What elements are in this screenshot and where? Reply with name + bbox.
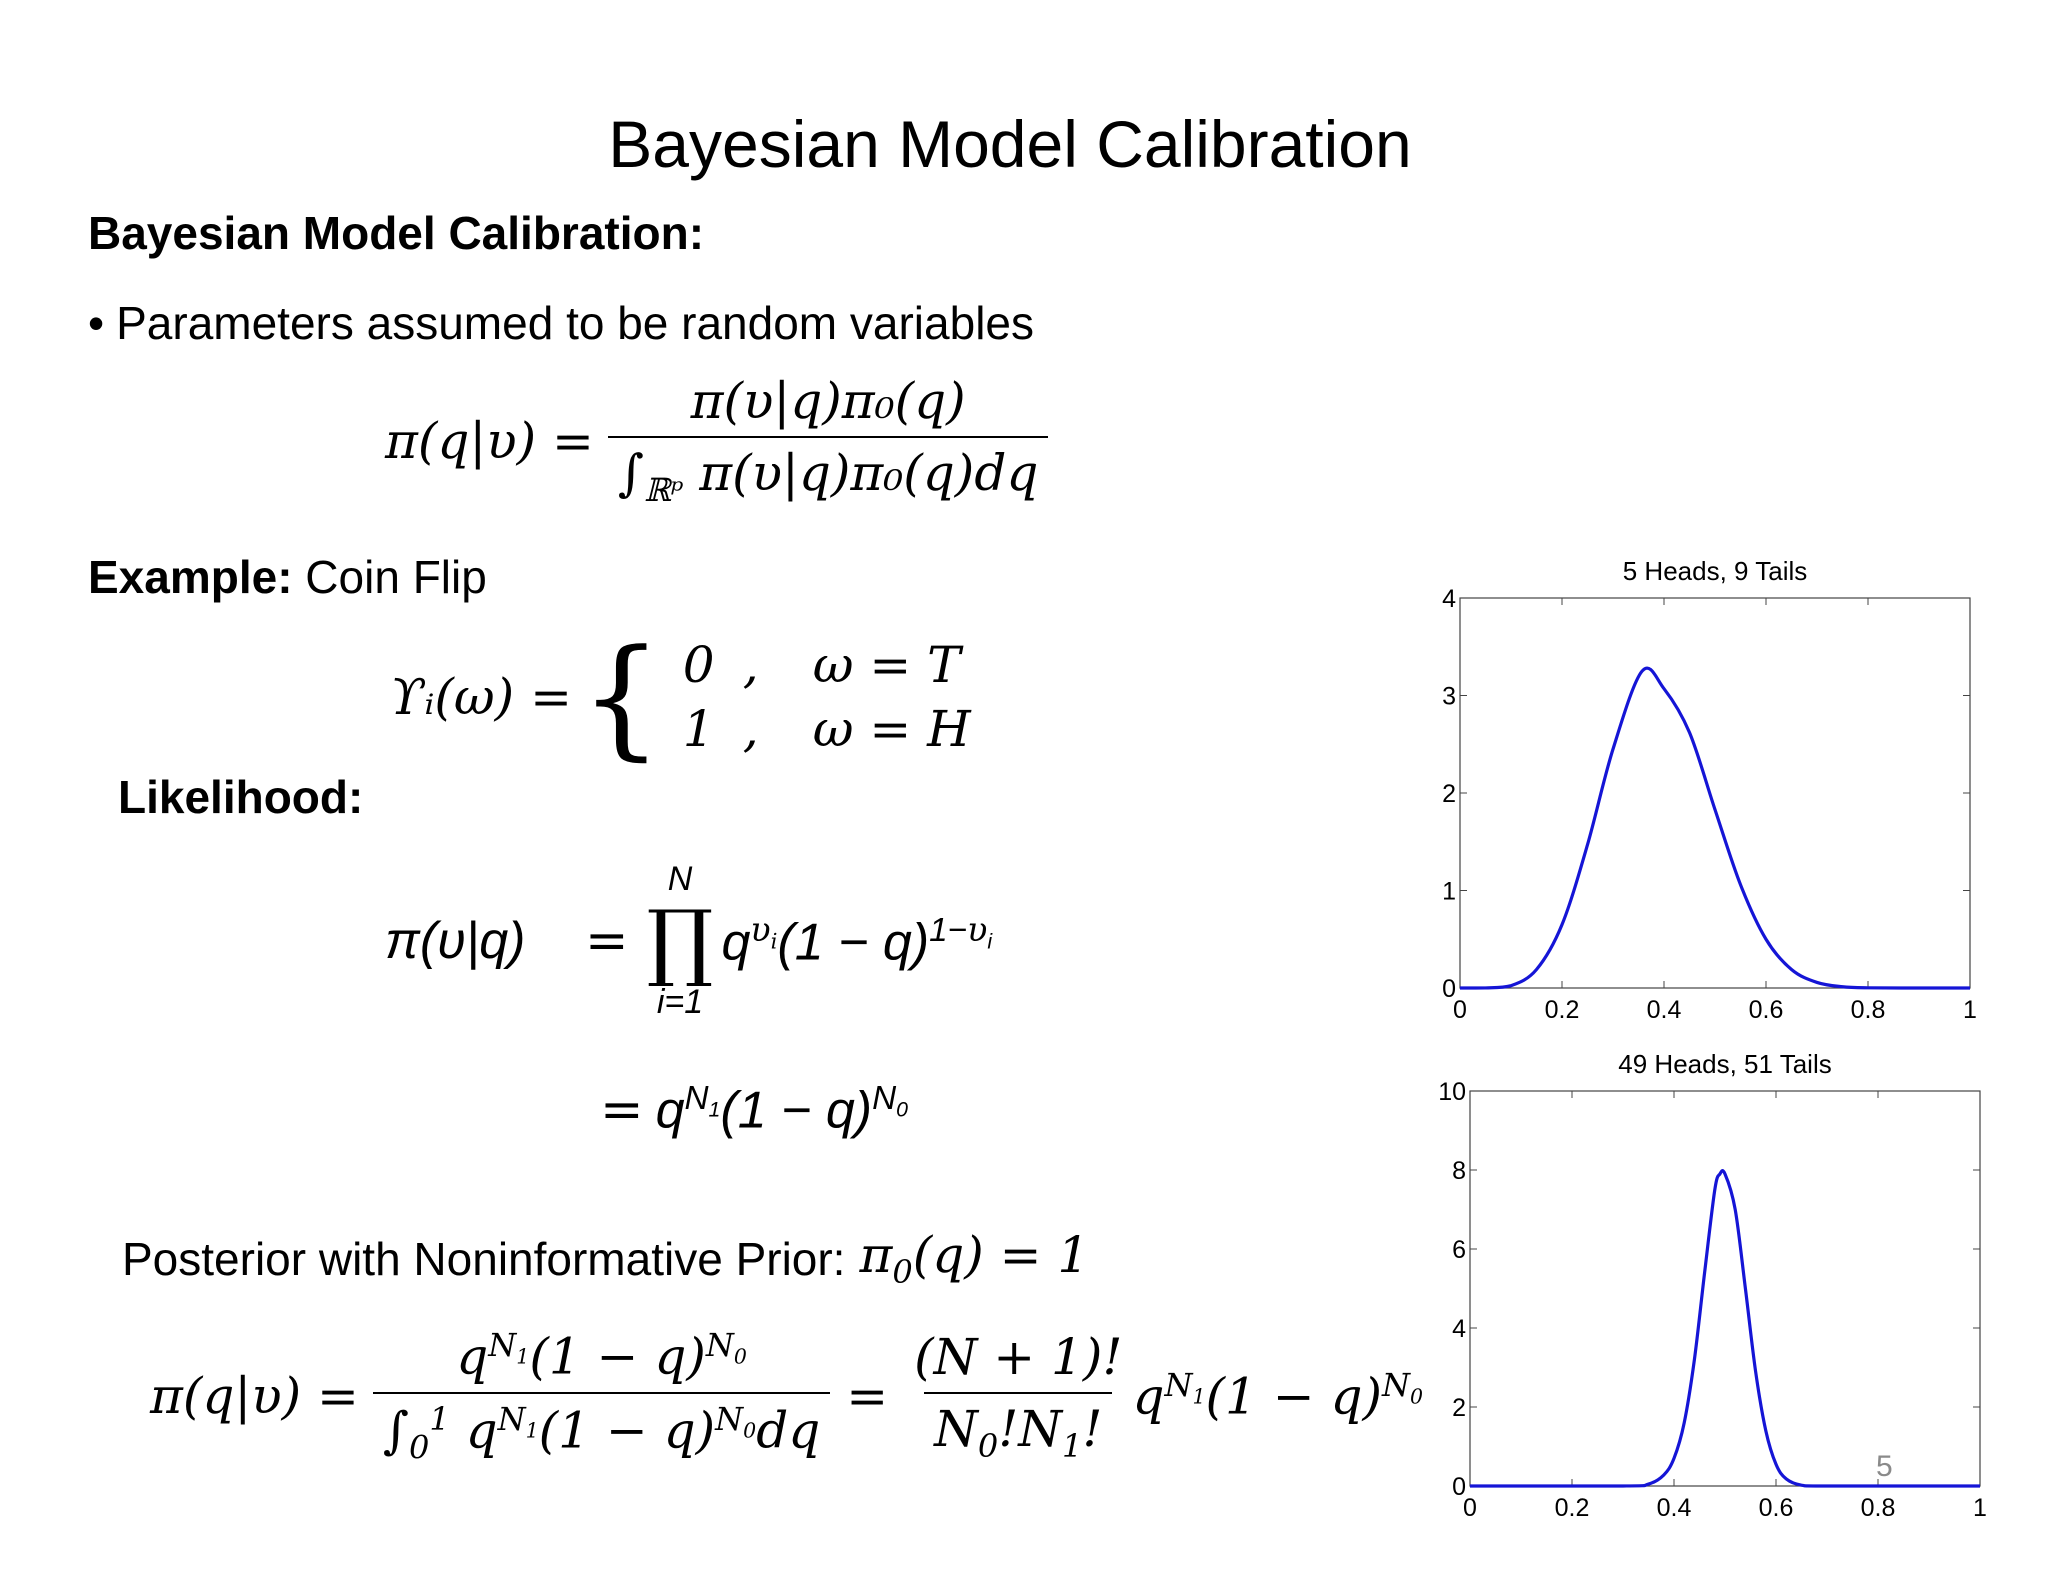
bayes-lhs: π(q|υ) =	[385, 411, 594, 470]
posterior-denominator-2: N0!N1!	[924, 1391, 1113, 1465]
plot-top: 5 Heads, 9 Tails 0 0.2 0.4 0.6 0.8 1 0 1 2 3 4	[1430, 550, 1990, 1030]
case-2-condition: ω = H	[812, 700, 971, 758]
case-2-comma: ,	[742, 700, 759, 758]
bullet-item: • Parameters assumed to be random variab…	[88, 296, 1034, 350]
prior-equation: π0(q) = 1	[859, 1226, 1090, 1291]
integral-sign: ∫	[617, 444, 644, 502]
posterior-equation: π(q|υ) = qN1(1 − q)N0 ∫01 qN1(1 − q)N0dq…	[150, 1326, 1423, 1466]
likelihood-lhs: π(υ|q)	[385, 912, 526, 970]
y-tick-label: 3	[1442, 683, 1456, 711]
posterior-label: Posterior with Noninformative Prior:	[122, 1232, 846, 1285]
bullet-marker: •	[88, 297, 105, 349]
x-tick-label: 0.2	[1545, 996, 1580, 1024]
y-tick-label: 0	[1442, 975, 1456, 1003]
product-symbol: ∏	[646, 892, 714, 990]
bullet-text: Parameters assumed to be random variable…	[116, 297, 1034, 349]
posterior-tail: qN1(1 − q)N0	[1132, 1366, 1424, 1426]
x-tick-label: 0.4	[1647, 996, 1682, 1024]
likelihood-label: Likelihood:	[118, 771, 364, 823]
posterior-line: Posterior with Noninformative Prior: π0(…	[122, 1226, 1089, 1291]
plot-frame	[1459, 597, 1971, 989]
case-1-comma: ,	[742, 636, 759, 694]
bayes-denominator-body: π(υ|q)π₀(q)dq	[683, 444, 1039, 502]
slide-title: Bayesian Model Calibration	[608, 107, 1412, 181]
bayes-numerator: π(υ|q)π₀(q)	[690, 372, 966, 430]
y-tick-label: 4	[1442, 585, 1456, 613]
posterior-fraction-1: qN1(1 − q)N0 ∫01 qN1(1 − q)N0dq	[372, 1326, 831, 1466]
y-tick-label: 2	[1452, 1394, 1466, 1422]
posterior-numerator-2: (N + 1)!	[914, 1327, 1123, 1386]
example-label: Example:	[88, 551, 293, 603]
chart-title: 49 Heads, 51 Tails	[1618, 1049, 1831, 1079]
bayes-denominator: ∫ℝᵖ π(υ|q)π₀(q)dq	[607, 436, 1049, 509]
section-heading: Bayesian Model Calibration:	[88, 207, 705, 259]
plot-bottom: 49 Heads, 51 Tails 0 0.2 0.4 0.6 0.8 1 0 2 4 6 8 10	[1430, 1043, 2000, 1523]
y-tick-label: 0	[1452, 1473, 1466, 1501]
y-tick-label: 8	[1452, 1157, 1466, 1185]
x-tick-label: 0.8	[1851, 996, 1886, 1024]
likelihood-result-body: qN1(1 − q)N0	[655, 1080, 908, 1140]
y-tick-label: 4	[1452, 1315, 1466, 1343]
y-tick-label: 2	[1442, 780, 1456, 808]
page-number: 5	[1876, 1450, 1893, 1483]
x-tick-label: 1	[1963, 996, 1977, 1024]
posterior-density-line	[1459, 666, 1971, 990]
integral-domain: ℝᵖ	[643, 471, 684, 509]
product-upper-limit: N	[667, 860, 693, 898]
posterior-denominator-1: ∫01 qN1(1 − q)N0dq	[372, 1391, 831, 1466]
x-tick-label: 0.8	[1861, 1494, 1896, 1522]
x-tick-label: 0.4	[1657, 1494, 1692, 1522]
y-tick-label: 1	[1442, 878, 1456, 906]
coin-lhs: ϒᵢ(ω) =	[390, 668, 572, 726]
bayes-fraction: π(υ|q)π₀(q) ∫ℝᵖ π(υ|q)π₀(q)dq	[607, 372, 1049, 509]
posterior-equals-2: =	[846, 1367, 889, 1426]
product-operator: N ∏ i=1	[647, 860, 714, 1022]
x-tick-label: 0	[1453, 996, 1467, 1024]
likelihood-result-equals: =	[600, 1080, 644, 1141]
plot-frame	[1469, 1090, 1981, 1487]
x-tick-label: 0.6	[1759, 1494, 1794, 1522]
case-1-condition: ω = T	[812, 636, 961, 694]
likelihood-result: = qN1(1 − q)N0	[600, 1080, 908, 1140]
product-lower-limit: i=1	[656, 983, 704, 1021]
x-tick-label: 1	[1973, 1494, 1987, 1522]
plot-top-svg: 5 Heads, 9 Tails 0 0.2 0.4 0.6 0.8 1 0 1 2 3 4	[1442, 556, 1977, 1024]
likelihood-equation: π(υ|q) = N ∏ i=1 qυi(1 − q)1−υi	[385, 860, 992, 1022]
x-tick-label: 0.2	[1555, 1494, 1590, 1522]
y-tick-label: 10	[1438, 1078, 1466, 1106]
case-2-value: 1	[682, 700, 715, 758]
posterior-lhs: π(q|υ) =	[150, 1367, 359, 1426]
posterior-fraction-2: (N + 1)! N0!N1!	[904, 1328, 1132, 1465]
likelihood-equals: =	[585, 911, 629, 971]
x-tick-label: 0.6	[1749, 996, 1784, 1024]
likelihood-body: qυi(1 − q)1−υi	[721, 909, 993, 972]
coin-equation: ϒᵢ(ω) = { 0 , ω = T 1 , ω = H	[390, 632, 971, 762]
example-line: Example: Coin Flip	[88, 550, 487, 604]
x-tick-label: 0	[1463, 1494, 1477, 1522]
y-tick-label: 6	[1452, 1236, 1466, 1264]
example-text: Coin Flip	[292, 551, 487, 603]
posterior-density-line	[1470, 1169, 1980, 1488]
posterior-numerator-1: qN1(1 − q)N0	[456, 1326, 747, 1386]
case-1-value: 0	[682, 636, 715, 694]
coin-cases: 0 , ω = T 1 , ω = H	[683, 636, 971, 758]
left-brace: {	[579, 621, 663, 773]
bayes-equation: π(q|υ) = π(υ|q)π₀(q) ∫ℝᵖ π(υ|q)π₀(q)dq	[385, 372, 1049, 509]
chart-title: 5 Heads, 9 Tails	[1623, 556, 1808, 586]
